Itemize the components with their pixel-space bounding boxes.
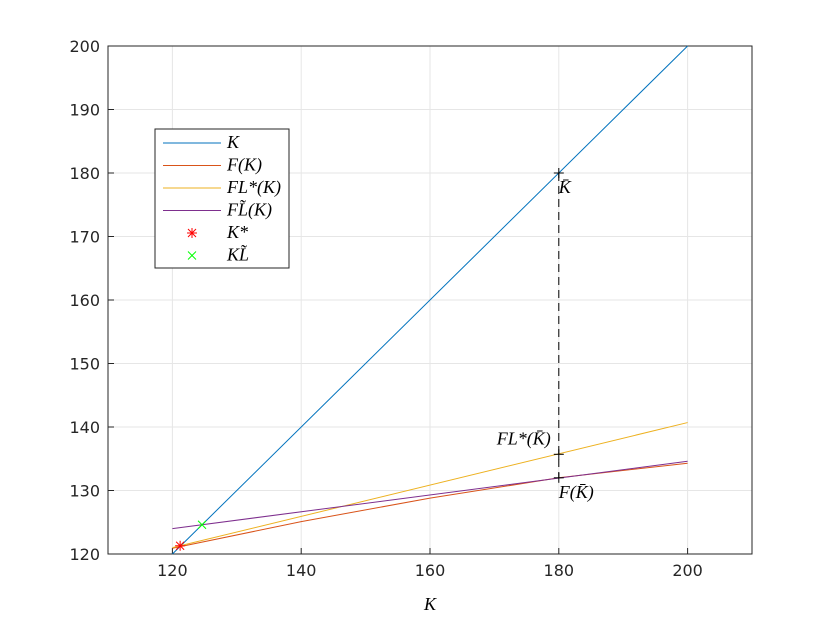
plot-frame <box>107 45 753 555</box>
legend-marker <box>187 228 197 238</box>
annotation-marker <box>553 168 564 178</box>
legend-marker <box>187 251 197 260</box>
x-tick-label: 120 <box>157 561 188 580</box>
y-tick-label: 180 <box>69 164 100 183</box>
annotation-marker <box>553 449 564 460</box>
x-tick-label: 160 <box>415 561 446 580</box>
x-tick-label: 200 <box>672 561 703 580</box>
series-line <box>172 45 688 555</box>
y-tick-label: 120 <box>69 545 100 564</box>
y-tick-label: 190 <box>69 101 100 120</box>
data-point <box>197 520 207 530</box>
x-axis-label: K <box>423 594 437 614</box>
y-tick-label: 130 <box>69 482 100 501</box>
y-tick-label: 150 <box>69 355 100 374</box>
legend-label: KL̃ <box>226 245 249 265</box>
x-tick-label: 180 <box>544 561 575 580</box>
y-tick-label: 140 <box>69 418 100 437</box>
legend-label: F(K) <box>226 155 262 176</box>
y-tick-label: 160 <box>69 291 100 310</box>
legend-label: K <box>226 132 240 152</box>
y-tick-label: 170 <box>69 228 100 247</box>
legend-box <box>154 128 290 269</box>
annotation-label: FL*(K̄) <box>496 428 551 449</box>
legend-label: FL̃(K) <box>226 200 272 221</box>
legend-label: K* <box>226 222 248 242</box>
series-line <box>172 460 688 530</box>
series-line <box>172 422 688 549</box>
legend-marker-stroke <box>187 228 197 238</box>
data-point-stroke <box>175 541 185 551</box>
annotation-label: K̄ <box>558 177 572 197</box>
legend-label: FL*(K) <box>226 177 281 198</box>
x-tick-label: 140 <box>286 561 317 580</box>
y-tick-label: 200 <box>69 37 100 56</box>
annotation-marker <box>553 472 564 483</box>
data-point <box>175 540 186 551</box>
legend-marker-stroke <box>187 251 197 260</box>
data-point-stroke <box>197 520 207 530</box>
annotation-label: F(K̄) <box>558 482 594 503</box>
